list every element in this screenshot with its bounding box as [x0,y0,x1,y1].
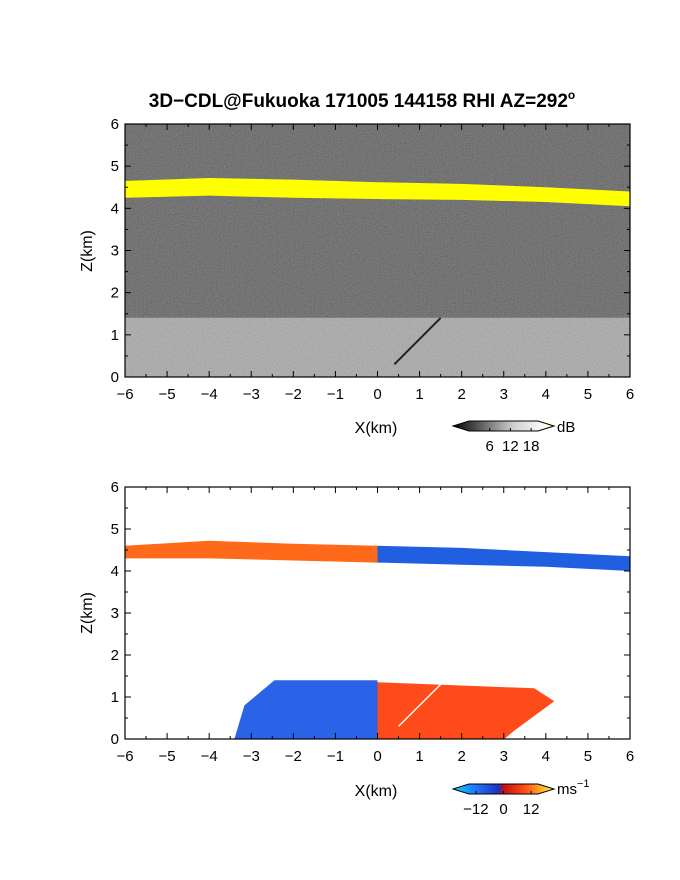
bottom-x-tick-label: 4 [542,748,550,765]
bottom-x-tick-label: −6 [116,748,133,765]
bottom-x-tick-label: −2 [285,748,302,765]
bottom-cloud-layer-east [377,545,630,571]
bottom-panel-plot-area [125,487,630,739]
bottom-x-tick-label: 0 [373,748,381,765]
bottom-x-tick-label: 1 [415,748,423,765]
bottom-y-tick-label: 1 [111,689,119,706]
top-panel-plot-area [125,124,630,377]
bottom-x-tick-label: 2 [457,748,465,765]
bottom-y-tick-label: 6 [111,479,119,496]
bottom-y-tick-label: 4 [111,563,119,580]
top-x-tick-label: 1 [415,386,423,403]
bottom-colorbar-tick-label: 0 [499,801,507,818]
bottom-x-tick-label: 6 [626,748,634,765]
bottom-x-tick-label: 3 [500,748,508,765]
chart-title: 3D−CDL@Fukuoka 171005 144158 RHI AZ=292o [149,88,576,112]
top-colorbar-tick-label: 12 [502,438,519,455]
top-x-tick-label: −2 [285,386,302,403]
bottom-boundary-layer-toward [234,680,378,739]
bottom-x-tick-label: 5 [584,748,592,765]
top-x-axis-label: X(km) [355,420,398,437]
bottom-x-tick-label: −4 [201,748,218,765]
top-x-tick-label: −1 [327,386,344,403]
top-y-tick-label: 5 [111,158,119,175]
top-colorbar-unit: dB [557,419,575,436]
top-y-tick-label: 6 [111,116,119,133]
bottom-boundary-layer-away [377,682,555,739]
bottom-y-axis-label: Z(km) [79,592,96,634]
bottom-y-tick-label: 5 [111,521,119,538]
bottom-colorbar-bar [451,783,556,795]
top-cloud-layer [125,177,630,207]
top-y-tick-label: 3 [111,243,119,260]
top-y-tick-label: 2 [111,285,119,302]
top-y-tick-label: 1 [111,327,119,344]
top-streak [393,317,442,366]
bottom-x-tick-label: −3 [243,748,260,765]
top-y-tick-label: 4 [111,200,119,217]
bottom-x-axis-label: X(km) [355,783,398,800]
bottom-y-tick-label: 0 [111,731,119,748]
bottom-colorbar: ms−1 −12 0 12 [451,778,590,818]
top-x-tick-label: −3 [243,386,260,403]
bottom-colorbar-tick-label: 12 [523,801,540,818]
top-colorbar-bar [451,420,556,432]
bottom-cloud-layer-west [125,540,378,563]
top-x-tick-label: 4 [542,386,550,403]
top-y-axis-label: Z(km) [79,230,96,272]
top-x-tick-label: −4 [201,386,218,403]
top-y-tick-label: 0 [111,369,119,386]
top-x-tick-label: 3 [500,386,508,403]
top-colorbar-tick-label: 18 [523,438,540,455]
top-colorbar: dB 6 12 18 [451,419,575,455]
top-x-tick-label: 0 [373,386,381,403]
bottom-colorbar-tick-label: −12 [463,801,488,818]
bottom-y-tick-label: 3 [111,605,119,622]
top-x-tick-label: 6 [626,386,634,403]
bottom-y-tick-label: 2 [111,647,119,664]
bottom-colorbar-unit: ms−1 [557,778,590,798]
top-x-tick-label: 5 [584,386,592,403]
top-colorbar-tick-label: 6 [486,438,494,455]
bottom-streak [398,683,442,727]
top-x-tick-label: −6 [116,386,133,403]
top-boundary-layer-texture [125,317,630,377]
bottom-x-tick-label: −1 [327,748,344,765]
top-x-tick-label: 2 [457,386,465,403]
bottom-x-tick-label: −5 [159,748,176,765]
top-x-tick-label: −5 [159,386,176,403]
